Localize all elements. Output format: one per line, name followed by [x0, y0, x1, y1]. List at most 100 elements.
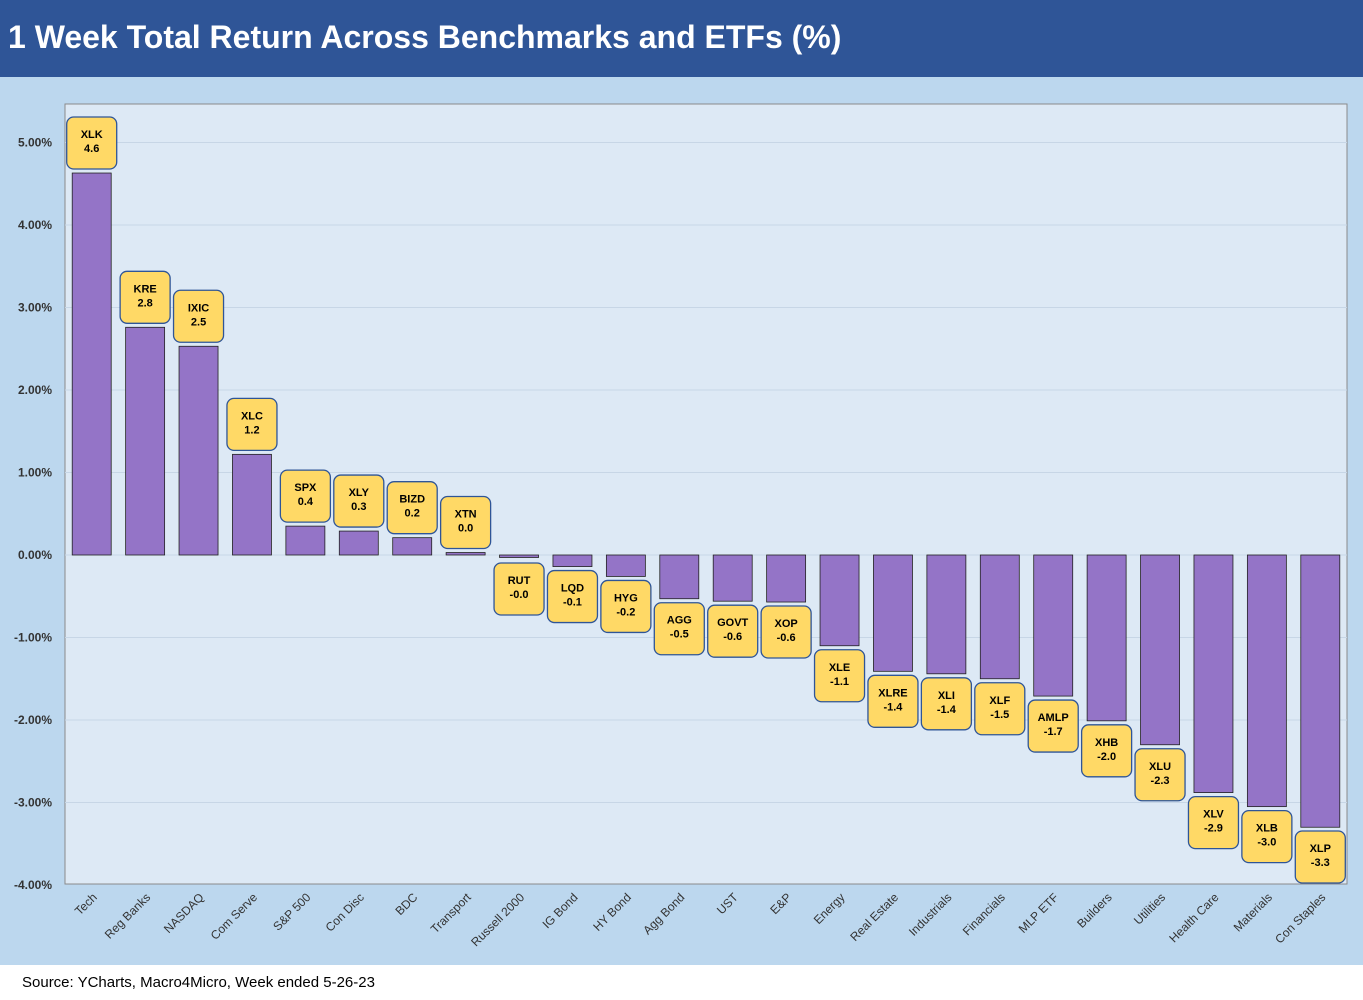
bar-xlv: [1193, 554, 1234, 794]
data-label-xlp: XLP -3.3: [1294, 830, 1346, 884]
data-label-xop: XOP -0.6: [760, 605, 812, 659]
value-label: -0.6: [777, 632, 796, 644]
bar-kre: [125, 326, 166, 556]
data-label-box: [66, 116, 118, 170]
data-label-spx: SPX 0.4: [279, 469, 332, 523]
footer: Source: YCharts, Macro4Micro, Week ended…: [0, 965, 1363, 1000]
data-label-box: [1294, 830, 1346, 884]
y-tick-label: -3.00%: [14, 796, 52, 810]
data-label-ixic: IXIC 2.5: [172, 289, 225, 343]
ticker-label: XLI: [938, 690, 955, 702]
data-label-xlv: XLV -2.9: [1187, 795, 1240, 850]
ticker-label: KRE: [134, 283, 157, 295]
title-bar: 1 Week Total Return Across Benchmarks an…: [0, 0, 1363, 77]
bar-bizd: [392, 537, 433, 556]
ticker-label: XLY: [349, 487, 370, 499]
data-label-xlu: XLU -2.3: [1134, 748, 1186, 802]
value-label: 1.2: [244, 424, 259, 436]
ticker-label: XLV: [1203, 809, 1224, 821]
data-label-xlk: XLK 4.6: [66, 116, 118, 170]
data-label-box: [333, 474, 385, 528]
data-label-box: [1134, 748, 1186, 802]
data-label-rut: RUT -0.0: [493, 562, 545, 616]
ticker-label: IXIC: [188, 302, 209, 314]
bar-xlf: [979, 554, 1020, 680]
x-tick-label: Health Care: [1166, 890, 1221, 945]
x-tick-label: Agg Bond: [640, 890, 687, 937]
data-label-box: [1241, 809, 1293, 864]
value-label: 0.3: [351, 501, 366, 513]
data-label-box: [226, 397, 278, 452]
value-label: -1.4: [937, 704, 957, 716]
y-tick-label: -4.00%: [14, 878, 52, 892]
x-tick-label: S&P 500: [270, 890, 313, 933]
ticker-label: XOP: [775, 618, 798, 630]
x-tick-label: Com Serve: [208, 890, 261, 943]
x-tick-label: Con Staples: [1272, 890, 1328, 946]
bars: [71, 172, 1341, 828]
bar-xly: [338, 530, 379, 556]
ticker-label: XLP: [1310, 843, 1331, 855]
bar-xlb: [1246, 554, 1287, 808]
bar-xlp: [1300, 554, 1341, 828]
data-label-box: [760, 605, 812, 659]
y-tick-label: 3.00%: [18, 301, 52, 315]
value-label: -1.7: [1044, 726, 1063, 738]
ticker-label: LQD: [561, 583, 584, 595]
data-label-box: [546, 569, 599, 624]
x-tick-label: Reg Banks: [102, 890, 153, 941]
x-tick-label: Con Disc: [323, 890, 367, 934]
data-label-box: [1187, 795, 1240, 850]
ticker-label: AGG: [667, 615, 692, 627]
data-labels: XLK 4.6 KRE 2.8 IXIC 2.5 XLC 1.2 SPX 0.4 XLY 0.3 BIZ…: [66, 116, 1346, 884]
value-label: -1.1: [830, 676, 849, 688]
bar-rut: [499, 554, 539, 558]
ticker-label: RUT: [508, 575, 531, 587]
data-label-box: [813, 649, 866, 703]
data-label-xlb: XLB -3.0: [1241, 809, 1293, 864]
bar-xli: [926, 554, 967, 675]
ticker-label: GOVT: [717, 617, 748, 629]
bar-xop: [766, 554, 807, 603]
bar-agg: [659, 554, 700, 600]
data-label-box: [279, 469, 332, 523]
x-tick-label: Real Estate: [847, 890, 901, 944]
value-label: 0.2: [405, 508, 420, 520]
plot-area: [64, 103, 1348, 885]
source-note: Source: YCharts, Macro4Micro, Week ended…: [22, 974, 375, 991]
ticker-label: XLE: [829, 662, 850, 674]
ticker-label: XLF: [989, 695, 1010, 707]
bar-xle: [819, 554, 860, 647]
data-label-xly: XLY 0.3: [333, 474, 385, 528]
x-tick-label: Russell 2000: [468, 890, 527, 949]
data-label-box: [653, 602, 705, 656]
value-label: 0.0: [458, 523, 473, 535]
data-label-bizd: BIZD 0.2: [386, 481, 438, 535]
y-tick-label: 0.00%: [18, 548, 52, 562]
x-tick-label: Financials: [960, 890, 1008, 938]
value-label: 2.5: [191, 316, 206, 328]
x-tick-label: Utilities: [1131, 890, 1168, 927]
y-tick-label: -1.00%: [14, 631, 52, 645]
value-label: 4.6: [84, 143, 99, 155]
data-label-box: [867, 674, 919, 728]
data-label-box: [172, 289, 225, 343]
ticker-label: XHB: [1095, 737, 1118, 749]
data-label-box: [493, 562, 545, 616]
data-label-xlc: XLC 1.2: [226, 397, 278, 452]
grid-lines: [65, 142, 1347, 803]
bar-xhb: [1086, 554, 1127, 722]
data-label-box: [1080, 724, 1133, 778]
data-label-xle: XLE -1.1: [813, 649, 866, 703]
ticker-label: XLC: [241, 410, 263, 422]
data-label-xlf: XLF -1.5: [974, 682, 1026, 736]
data-label-xhb: XHB -2.0: [1080, 724, 1133, 778]
data-label-box: [439, 495, 492, 550]
ticker-label: XLRE: [878, 687, 907, 699]
ticker-label: XTN: [455, 509, 477, 521]
x-tick-label: Energy: [811, 890, 848, 927]
bar-ixic: [178, 345, 219, 556]
value-label: -0.2: [616, 606, 635, 618]
bar-spx: [285, 525, 326, 556]
data-label-hyg: HYG -0.2: [600, 579, 652, 634]
